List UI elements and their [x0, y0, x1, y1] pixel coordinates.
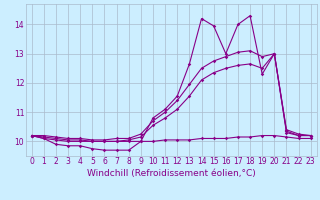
- X-axis label: Windchill (Refroidissement éolien,°C): Windchill (Refroidissement éolien,°C): [87, 169, 256, 178]
